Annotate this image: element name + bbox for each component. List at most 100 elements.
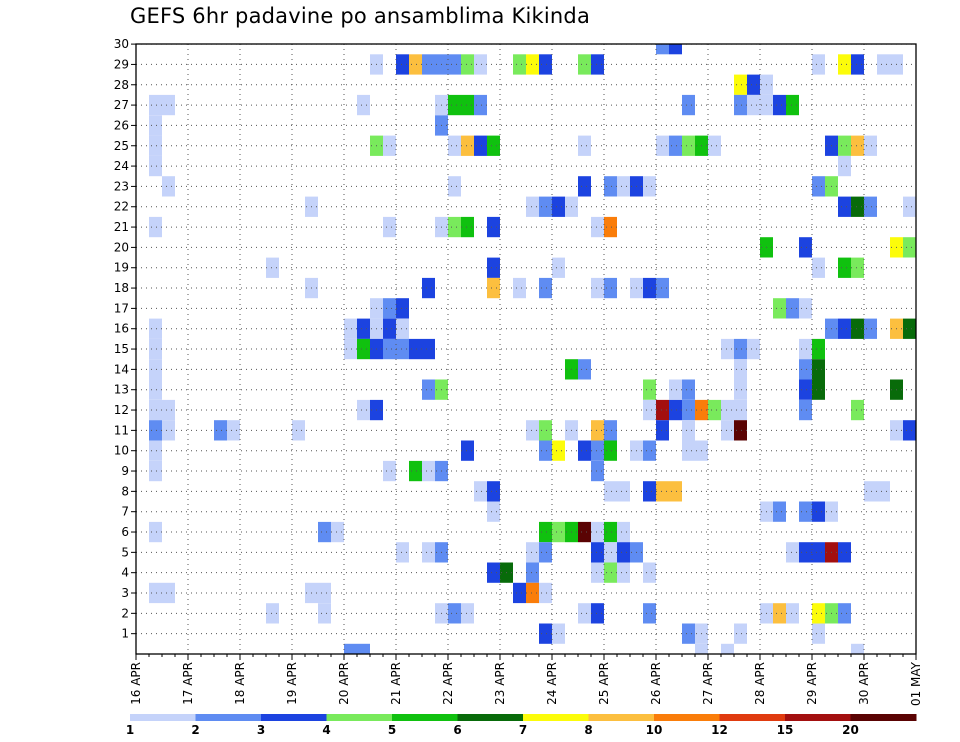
colorbar-segment [850, 714, 917, 721]
heatmap-cell [903, 196, 916, 217]
x-tick-label: 19 APR [285, 662, 299, 705]
heatmap-cell [591, 460, 604, 482]
heatmap-cell [383, 460, 396, 482]
heatmap-cell [799, 338, 812, 360]
y-tick-label: 11 [114, 423, 129, 437]
heatmap-cell [162, 399, 175, 421]
x-tick-label: 21 APR [389, 662, 403, 705]
heatmap-cell [656, 277, 669, 299]
heatmap-cell [331, 521, 344, 543]
heatmap-cell [708, 135, 721, 156]
heatmap-cell [799, 359, 812, 380]
heatmap-cell [344, 318, 357, 339]
y-tick-label: 28 [114, 78, 129, 92]
heatmap-cell [721, 420, 734, 441]
heatmap-cell [591, 521, 604, 543]
y-tick-label: 21 [114, 220, 129, 234]
heatmap-cell [812, 501, 825, 522]
heatmap-cell [643, 440, 656, 461]
heatmap-cell [799, 298, 812, 319]
y-tick-label: 30 [114, 37, 129, 51]
colorbar-segment [261, 714, 327, 721]
heatmap-cell [773, 603, 786, 624]
heatmap-cell [734, 420, 747, 441]
heatmap-cell [266, 257, 279, 278]
heatmap-cell [149, 94, 162, 116]
heatmap-cell [409, 54, 422, 75]
y-tick-label: 19 [114, 261, 129, 275]
heatmap-cell [357, 399, 370, 421]
heatmap-cell [877, 481, 890, 502]
x-tick-label: 25 APR [597, 662, 611, 705]
y-tick-label: 1 [121, 627, 129, 641]
x-tick-label: 20 APR [337, 662, 351, 705]
colorbar-label: 1 [126, 723, 134, 737]
heatmap-cell [786, 603, 799, 624]
heatmap-cell [539, 440, 552, 461]
heatmap-cell [461, 216, 474, 238]
heatmap-cell [617, 562, 630, 583]
heatmap-cell [474, 481, 487, 502]
heatmap-cell [578, 359, 591, 380]
plot-frame [135, 43, 917, 655]
heatmap-cell [149, 155, 162, 177]
heatmap-cell [604, 542, 617, 563]
heatmap-cell [617, 176, 630, 197]
heatmap-cell [396, 298, 409, 319]
y-tick-label: 16 [114, 322, 129, 336]
heatmap-cell [851, 54, 864, 75]
heatmap-cell [747, 338, 760, 360]
heatmap-cell [799, 379, 812, 400]
heatmap-cell [799, 501, 812, 522]
heatmap-cell [266, 603, 279, 624]
heatmap-cell [526, 542, 539, 563]
heatmap-cell [838, 257, 851, 278]
heatmap-cell [812, 379, 825, 400]
heatmap-cell [799, 399, 812, 421]
heatmap-cell [812, 623, 825, 644]
x-tick-label: 22 APR [441, 662, 455, 705]
heatmap-cell [448, 176, 461, 197]
heatmap-cell [799, 542, 812, 563]
heatmap-cell [591, 603, 604, 624]
heatmap-cell [604, 481, 617, 502]
colorbar-label: 15 [777, 723, 794, 737]
heatmap-cell [149, 582, 162, 604]
heatmap-cell [487, 257, 500, 278]
heatmap-cell [578, 54, 591, 75]
heatmap-cell [747, 74, 760, 95]
heatmap-cell [461, 54, 474, 75]
y-tick-label: 17 [114, 301, 129, 315]
heatmap-cell [812, 603, 825, 624]
heatmap-cell [526, 582, 539, 604]
colorbar-label: 7 [519, 723, 527, 737]
y-tick-label: 14 [114, 362, 129, 376]
heatmap-cell [474, 135, 487, 156]
heatmap-cell [461, 135, 474, 156]
heatmap-cell [656, 44, 669, 55]
y-tick-label: 22 [114, 200, 129, 214]
heatmap-cell [448, 216, 461, 238]
chart-title: GEFS 6hr padavine po ansamblima Kikinda [130, 4, 591, 28]
heatmap-cell [669, 379, 682, 400]
heatmap-cell [682, 135, 695, 156]
heatmap-cell [656, 420, 669, 441]
heatmap-cell [162, 420, 175, 441]
heatmap-cell [149, 135, 162, 156]
heatmap-cell [461, 440, 474, 461]
heatmap-cell [682, 420, 695, 441]
heatmap-cell [409, 338, 422, 360]
heatmap-cell [487, 501, 500, 522]
heatmap-cell [474, 94, 487, 116]
heatmap-cell [383, 318, 396, 339]
y-tick-label: 18 [114, 281, 129, 295]
heatmap-cell [318, 603, 331, 624]
heatmap-cell [734, 623, 747, 644]
heatmap-cell [591, 216, 604, 238]
heatmap-cell [227, 420, 240, 441]
heatmap-cell [734, 359, 747, 380]
heatmap-cell [669, 44, 682, 55]
y-tick-label: 12 [114, 403, 129, 417]
heatmap-cell [383, 135, 396, 156]
heatmap-cell [578, 521, 591, 543]
